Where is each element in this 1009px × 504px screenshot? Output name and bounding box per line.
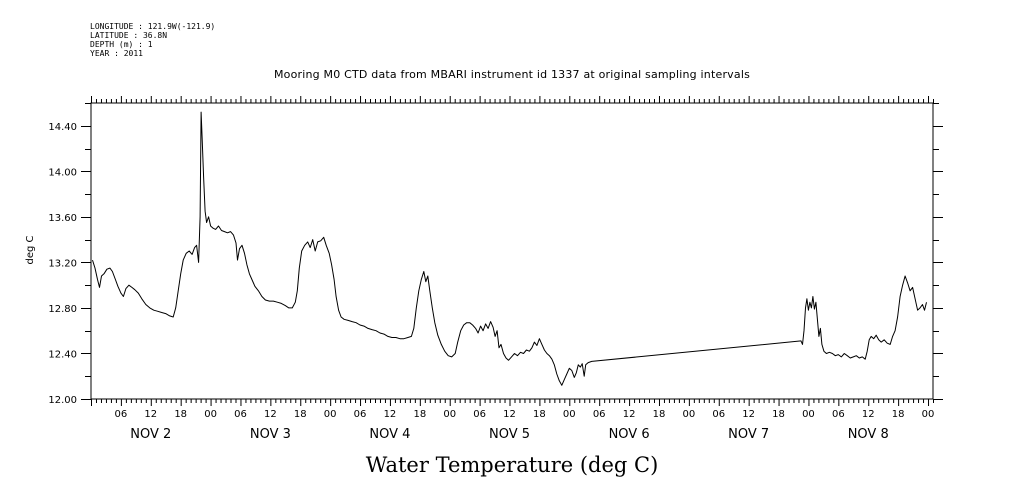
year-label: YEAR : 2011 (90, 49, 143, 58)
x-hour-label: 12 (862, 409, 875, 420)
plot-frame (90, 102, 934, 400)
x-hour-label: 06 (832, 409, 845, 420)
x-day-label: NOV 8 (848, 427, 889, 442)
y-tick-label: 14.00 (48, 167, 77, 178)
x-hour-label: 00 (683, 409, 696, 420)
x-hour-label: 06 (593, 409, 606, 420)
y-tick-label: 12.80 (48, 304, 77, 315)
x-day-label: NOV 5 (489, 427, 530, 442)
series-layer (92, 111, 927, 386)
y-tick-label: 12.00 (48, 395, 77, 406)
y-tick-label: 13.60 (48, 213, 77, 224)
x-hour-label: 18 (772, 409, 785, 420)
longitude-label: LONGITUDE : 121.9W(-121.9) (90, 22, 216, 31)
temperature-line (92, 111, 927, 386)
latitude-label: LATITUDE : 36.8N (90, 31, 168, 40)
bottom-title: Water Temperature (deg C) (365, 453, 659, 477)
x-hour-label: 18 (294, 409, 307, 420)
x-hour-label: 12 (384, 409, 397, 420)
x-day-label: NOV 6 (609, 427, 650, 442)
y-axis-label: deg C (25, 235, 36, 264)
x-hour-label: 00 (443, 409, 456, 420)
mooring-metadata: LONGITUDE : 121.9W(-121.9) LATITUDE : 36… (90, 22, 215, 58)
label-layer: 12.00 12.40 12.80 13.20 13.60 14.00 14.40 deg C… (25, 122, 934, 442)
chart-title: Mooring M0 CTD data from MBARI instrumen… (273, 68, 751, 81)
x-hour-label: 00 (204, 409, 217, 420)
x-hour-label: 12 (742, 409, 755, 420)
x-hour-label: 06 (712, 409, 725, 420)
x-hour-label: 12 (503, 409, 516, 420)
x-hour-label: 18 (892, 409, 905, 420)
x-hour-label: 06 (354, 409, 367, 420)
x-hour-label: 18 (533, 409, 546, 420)
axes-layer (81, 96, 943, 406)
x-hour-label: 18 (174, 409, 187, 420)
x-day-label: NOV 7 (728, 427, 769, 442)
y-tick-label: 12.40 (48, 349, 77, 360)
depth-label: DEPTH (m) : 1 (90, 40, 153, 49)
x-hour-label: 18 (653, 409, 666, 420)
x-day-label: NOV 3 (250, 427, 291, 442)
x-hour-label: 06 (115, 409, 128, 420)
y-tick-label: 14.40 (48, 122, 77, 133)
x-hour-label: 00 (922, 409, 935, 420)
x-day-label: NOV 2 (130, 427, 171, 442)
x-hour-label: 18 (413, 409, 426, 420)
x-hour-label: 06 (234, 409, 247, 420)
x-day-label: NOV 4 (369, 427, 410, 442)
x-hour-label: 00 (802, 409, 815, 420)
x-hour-label: 12 (264, 409, 277, 420)
x-hour-label: 12 (623, 409, 636, 420)
x-hour-label: 00 (563, 409, 576, 420)
x-hour-label: 12 (144, 409, 157, 420)
x-hour-label: 00 (324, 409, 337, 420)
x-hour-label: 06 (473, 409, 486, 420)
y-tick-label: 13.20 (48, 258, 77, 269)
